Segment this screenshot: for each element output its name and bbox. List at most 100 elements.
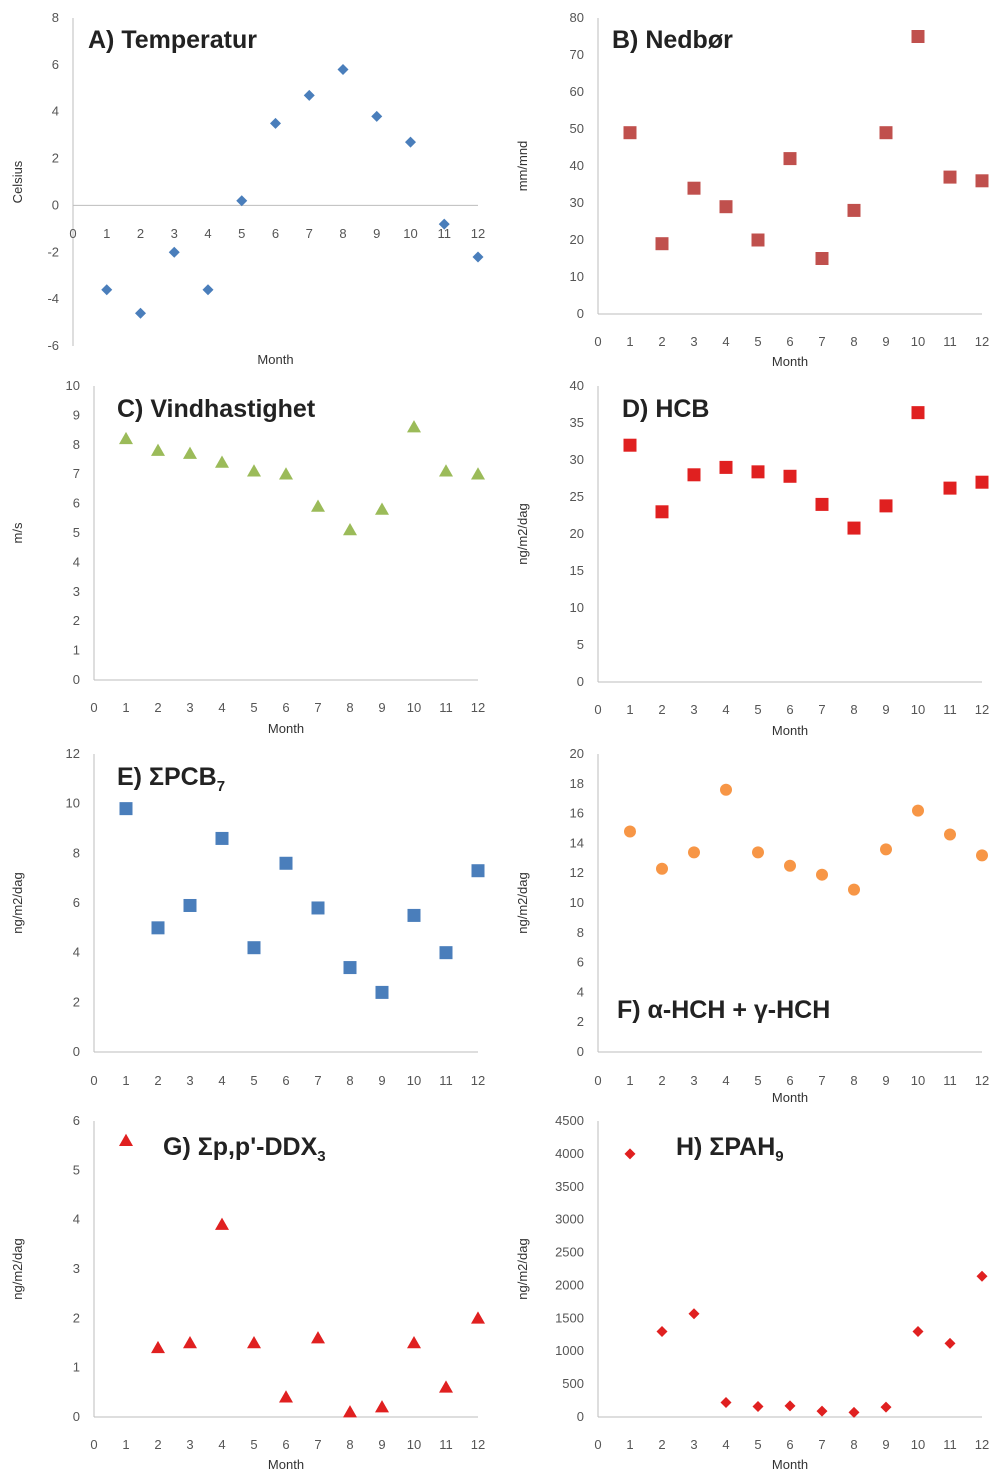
x-tick-label: 5 — [238, 226, 245, 241]
x-tick-label: 8 — [850, 334, 857, 349]
y-tick-label: 4 — [52, 104, 59, 119]
x-axis-title: Month — [772, 1457, 808, 1472]
data-point — [719, 460, 733, 474]
y-tick-label: 18 — [570, 776, 584, 791]
data-point — [751, 233, 765, 247]
y-axis-title: ng/m2/dag — [515, 503, 530, 564]
y-tick-label: 4 — [577, 984, 584, 999]
x-tick-label: 10 — [407, 700, 421, 715]
x-tick-label: 4 — [722, 1437, 729, 1452]
x-tick-label: 10 — [407, 1073, 421, 1088]
x-tick-label: 9 — [882, 1073, 889, 1088]
y-tick-label: 60 — [570, 84, 584, 99]
x-tick-label: 1 — [626, 334, 633, 349]
y-tick-label: 7 — [73, 466, 80, 481]
y-tick-label: 6 — [577, 955, 584, 970]
x-tick-label: 0 — [90, 1073, 97, 1088]
panel-title: G) Σp,p'-DDX3 — [163, 1133, 326, 1165]
data-point — [311, 901, 325, 915]
data-point — [848, 1406, 860, 1418]
data-point — [975, 174, 989, 188]
y-tick-label: 9 — [73, 407, 80, 422]
data-point — [375, 502, 389, 515]
y-tick-label: 14 — [570, 835, 584, 850]
x-tick-label: 7 — [314, 700, 321, 715]
x-tick-label: 7 — [818, 1073, 825, 1088]
y-tick-label: 5 — [73, 525, 80, 540]
x-tick-label: 3 — [186, 1437, 193, 1452]
x-axis-title: Month — [772, 354, 808, 369]
y-tick-label: 5 — [73, 1162, 80, 1177]
x-tick-label: 11 — [439, 1073, 453, 1088]
x-tick-label: 6 — [786, 702, 793, 717]
x-tick-label: 8 — [346, 1073, 353, 1088]
x-tick-label: 5 — [754, 1073, 761, 1088]
x-tick-label: 0 — [594, 334, 601, 349]
data-point — [816, 1405, 828, 1417]
x-tick-label: 7 — [314, 1073, 321, 1088]
data-point — [943, 170, 957, 184]
data-point — [624, 1148, 636, 1160]
x-tick-label: 2 — [658, 702, 665, 717]
x-tick-label: 2 — [154, 1073, 161, 1088]
x-tick-label: 12 — [975, 702, 989, 717]
panel-title: H) ΣPAH9 — [676, 1133, 784, 1165]
data-point — [471, 467, 485, 480]
y-tick-label: 0 — [577, 1409, 584, 1424]
data-point — [880, 1401, 892, 1413]
y-tick-label: 5 — [577, 637, 584, 652]
data-point — [623, 438, 637, 452]
data-point — [168, 246, 180, 258]
x-tick-label: 6 — [282, 1437, 289, 1452]
x-tick-label: 3 — [690, 1437, 697, 1452]
panel-title: D) HCB — [622, 395, 710, 423]
x-tick-label: 11 — [439, 1437, 453, 1452]
data-point — [471, 864, 485, 878]
x-tick-label: 6 — [282, 1073, 289, 1088]
y-tick-label: 3 — [73, 584, 80, 599]
data-point — [151, 443, 165, 456]
x-tick-label: 3 — [186, 700, 193, 715]
data-point — [752, 1400, 764, 1412]
y-tick-label: 10 — [570, 895, 584, 910]
data-point — [944, 1337, 956, 1349]
x-tick-label: 7 — [306, 226, 313, 241]
x-tick-label: 10 — [911, 702, 925, 717]
data-point — [337, 64, 349, 76]
data-point — [879, 126, 893, 140]
data-point — [279, 1390, 293, 1403]
panel-title: C) Vindhastighet — [117, 395, 316, 423]
x-tick-label: 4 — [218, 1437, 225, 1452]
y-tick-label: 10 — [570, 269, 584, 284]
x-tick-label: 3 — [186, 1073, 193, 1088]
data-point — [720, 1397, 732, 1409]
x-tick-label: 8 — [346, 700, 353, 715]
x-tick-label: 0 — [69, 226, 76, 241]
data-point — [247, 464, 261, 477]
data-point — [343, 1405, 357, 1418]
x-tick-label: 5 — [250, 1437, 257, 1452]
y-tick-label: 12 — [66, 746, 80, 761]
data-point — [783, 469, 797, 483]
data-point — [912, 1325, 924, 1337]
x-tick-label: 6 — [786, 334, 793, 349]
y-tick-label: 3000 — [555, 1212, 584, 1227]
y-tick-label: 2 — [73, 613, 80, 628]
data-point — [183, 446, 197, 459]
y-tick-label: 4000 — [555, 1146, 584, 1161]
x-tick-label: 2 — [137, 226, 144, 241]
y-tick-label: -2 — [47, 244, 59, 259]
data-point — [439, 464, 453, 477]
data-point — [720, 783, 732, 796]
y-tick-label: 6 — [73, 496, 80, 511]
data-point — [439, 1380, 453, 1393]
data-point — [407, 908, 421, 922]
data-point — [343, 961, 357, 975]
x-tick-label: 7 — [314, 1437, 321, 1452]
y-tick-label: 8 — [73, 845, 80, 860]
x-tick-label: 10 — [407, 1437, 421, 1452]
x-tick-label: 6 — [786, 1073, 793, 1088]
y-tick-label: 0 — [52, 197, 59, 212]
x-tick-label: 5 — [754, 1437, 761, 1452]
